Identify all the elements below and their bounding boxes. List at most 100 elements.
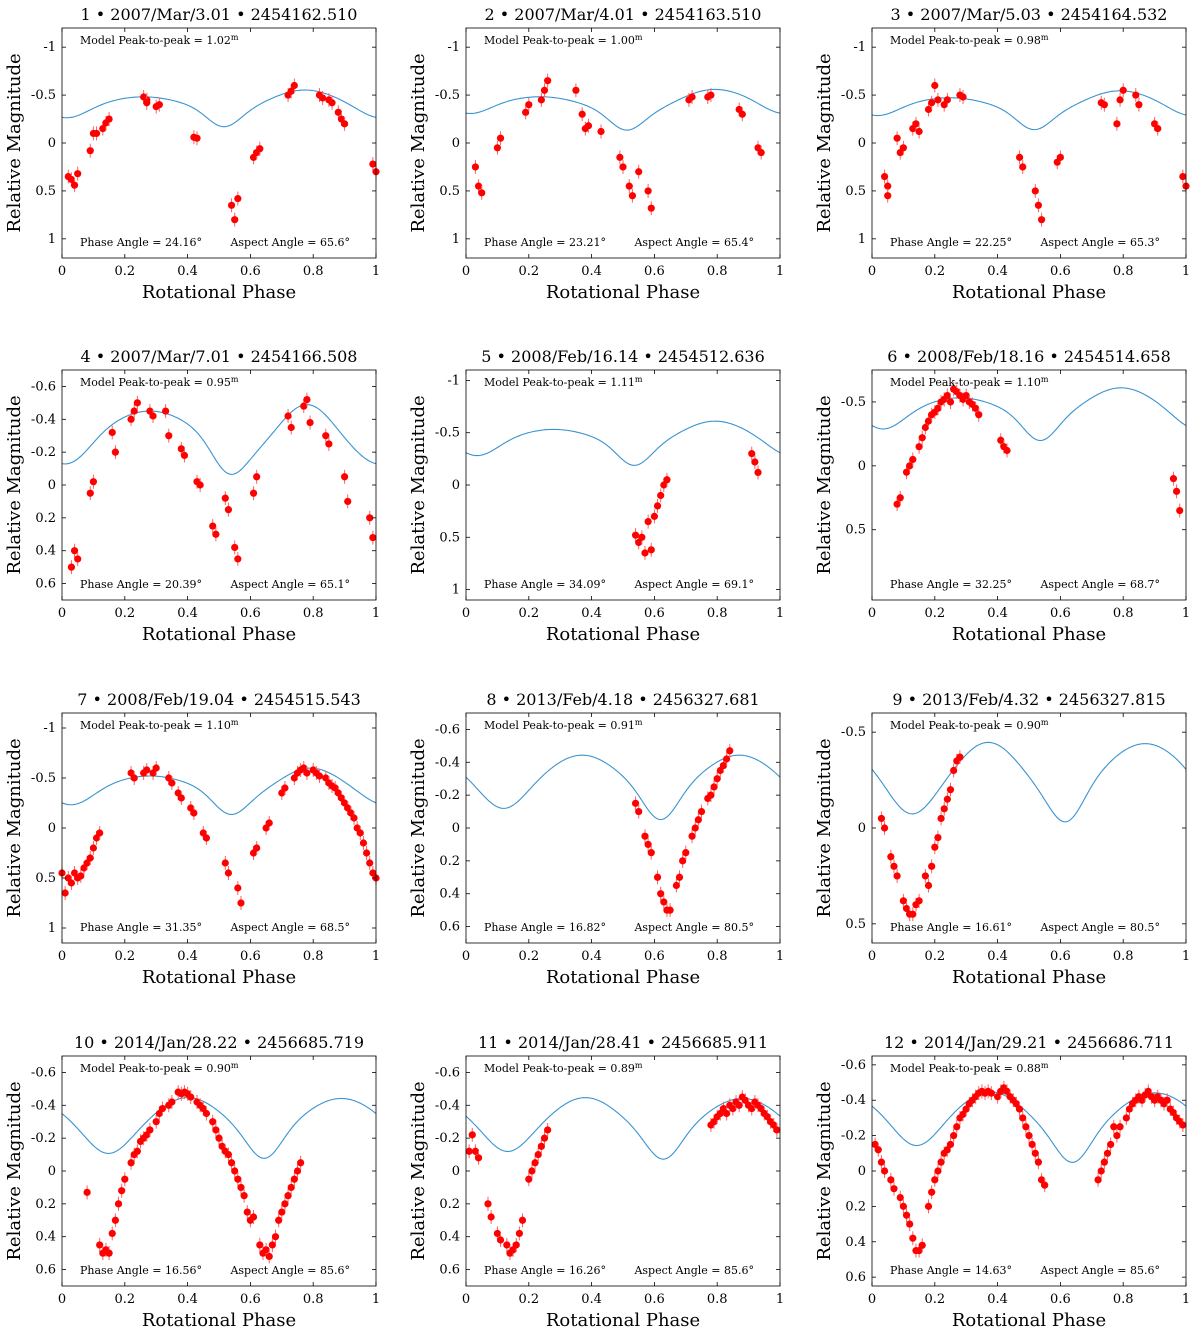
data-point — [528, 1167, 536, 1175]
y-tick-label: 0.6 — [439, 920, 460, 935]
y-tick-label: -0.5 — [841, 725, 866, 740]
phase-angle-annotation: Phase Angle = 16.82° — [484, 921, 606, 934]
data-point — [108, 1229, 116, 1238]
data-point — [962, 391, 970, 400]
data-point — [1113, 120, 1121, 128]
data-point — [928, 99, 936, 107]
data-point — [937, 814, 945, 823]
data-point — [484, 1200, 492, 1208]
x-tick-label: 0.8 — [707, 264, 728, 279]
y-axis-label: Relative Magnitude — [814, 53, 835, 232]
data-point — [1034, 1158, 1043, 1166]
data-point — [723, 1109, 731, 1118]
data-point — [675, 873, 684, 881]
peak-to-peak-annotation: Model Peak-to-peak = 0.90m — [890, 718, 1049, 732]
data-point — [773, 1126, 781, 1134]
x-tick-label: 1 — [372, 264, 380, 279]
data-point — [474, 182, 483, 190]
data-point — [537, 1142, 545, 1150]
data-point — [275, 1216, 283, 1224]
data-point — [297, 1159, 305, 1167]
data-point — [959, 1110, 967, 1118]
data-point — [130, 774, 138, 782]
data-point — [909, 1234, 917, 1242]
aspect-angle-annotation: Aspect Angle = 85.6° — [1039, 1264, 1160, 1277]
x-tick-label: 0.6 — [1050, 949, 1071, 964]
data-point — [946, 398, 955, 406]
x-tick-label: 0 — [58, 1292, 66, 1307]
panel-12: 12 • 2014/Jan/29.21 • 2456686.711 -0.6 -0.… — [814, 1033, 1190, 1328]
data-point — [691, 824, 699, 832]
x-tick-label: 0 — [868, 1292, 876, 1307]
x-tick-label: 0 — [58, 606, 66, 621]
data-point — [471, 163, 480, 171]
data-point — [366, 514, 374, 522]
phase-angle-annotation: Phase Angle = 16.56° — [80, 1264, 202, 1277]
data-point — [522, 108, 530, 116]
data-point — [1138, 1096, 1146, 1104]
x-tick-label: 1 — [776, 949, 784, 964]
panel-title: 3 • 2007/Mar/5.03 • 2454164.532 — [891, 5, 1168, 24]
y-tick-label: -0.2 — [435, 1131, 460, 1146]
x-tick-label: 0.4 — [581, 949, 602, 964]
data-point — [74, 170, 82, 178]
data-point — [133, 1147, 141, 1155]
data-point — [89, 478, 97, 486]
data-point — [877, 1158, 886, 1166]
aspect-angle-annotation: Aspect Angle = 65.4° — [633, 236, 754, 249]
data-point — [890, 862, 898, 870]
data-point — [303, 395, 311, 404]
data-point — [1179, 172, 1187, 181]
data-point — [644, 517, 652, 526]
data-point — [518, 1216, 527, 1224]
data-point — [1119, 86, 1127, 94]
y-axis-label: Relative Magnitude — [4, 1081, 25, 1260]
x-axis-label: Rotational Phase — [952, 1310, 1106, 1328]
y-tick-label: -0.6 — [435, 722, 460, 737]
data-point — [234, 194, 242, 203]
data-point — [931, 1176, 939, 1184]
x-tick-label: 0.6 — [240, 264, 261, 279]
data-point — [158, 1104, 167, 1113]
data-point — [180, 451, 189, 460]
model-curve — [465, 754, 781, 821]
x-axis-label: Rotational Phase — [546, 282, 700, 303]
x-tick-label: 0.4 — [987, 1292, 1008, 1307]
aspect-angle-annotation: Aspect Angle = 85.6° — [633, 1264, 754, 1277]
data-point — [366, 859, 374, 867]
data-point — [152, 764, 160, 772]
y-tick-label: 0 — [48, 136, 56, 151]
panel-title: 5 • 2008/Feb/16.14 • 2454512.636 — [481, 347, 765, 366]
peak-to-peak-annotation: Model Peak-to-peak = 0.89m — [484, 1061, 643, 1075]
y-tick-label: -0.4 — [841, 1093, 866, 1108]
y-tick-label: 1 — [452, 583, 460, 598]
model-curve — [61, 89, 377, 128]
data-point — [322, 432, 330, 440]
data-point — [319, 94, 327, 102]
data-point — [735, 1101, 743, 1109]
y-axis-label: Relative Magnitude — [408, 53, 429, 232]
y-tick-label: -0.5 — [435, 88, 460, 103]
data-point — [369, 160, 377, 168]
y-tick-label: -0.4 — [435, 1098, 460, 1113]
aspect-angle-annotation: Aspect Angle = 68.5° — [229, 921, 350, 934]
data-point — [1100, 1158, 1108, 1166]
data-point — [1179, 1121, 1187, 1129]
phase-angle-annotation: Phase Angle = 22.25° — [890, 236, 1012, 249]
data-point — [616, 153, 624, 161]
x-axis-label: Rotational Phase — [546, 624, 700, 645]
data-point — [231, 543, 239, 552]
data-point — [1034, 201, 1043, 209]
data-point — [921, 423, 929, 432]
data-point — [1154, 125, 1162, 133]
data-point — [221, 859, 229, 867]
data-point — [924, 417, 933, 425]
data-point — [306, 418, 314, 427]
data-point — [168, 779, 176, 787]
data-point — [931, 843, 939, 851]
y-tick-label: -1 — [43, 721, 56, 736]
data-point — [644, 187, 652, 195]
data-point — [237, 1183, 245, 1192]
plot-frame — [61, 369, 377, 601]
data-point — [515, 1229, 523, 1238]
